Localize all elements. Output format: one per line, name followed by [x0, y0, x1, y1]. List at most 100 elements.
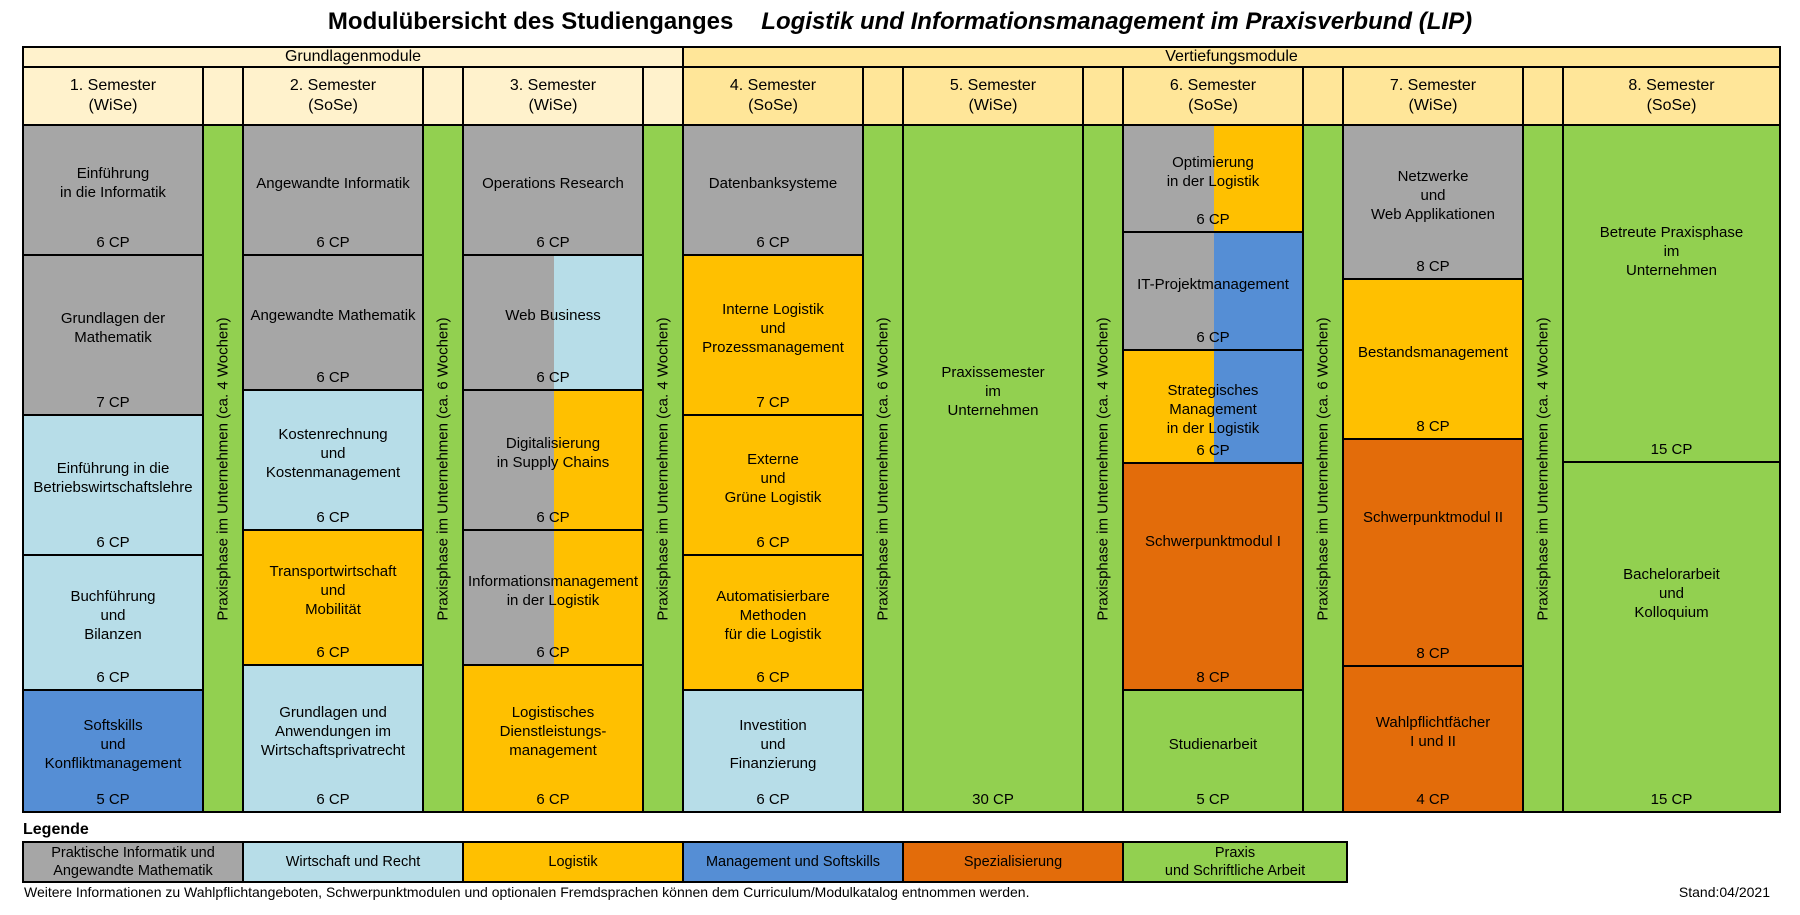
praxis-strip-6: Praxisphase im Unternehmen (ca. 6 Wochen… [1302, 124, 1344, 813]
praxis-strip-label: Praxisphase im Unternehmen (ca. 6 Wochen… [1314, 316, 1332, 621]
module-cp: 6 CP [316, 791, 350, 808]
module-cp: 6 CP [536, 509, 570, 526]
module-name: Operations Research [482, 174, 624, 192]
legend-title: Legende [23, 821, 89, 838]
module-2-2: Angewandte Mathematik 6 CP [242, 254, 424, 391]
group-header-vertiefung: Vertiefungsmodule [682, 46, 1781, 68]
module-name: Digitalisierung in Supply Chains [496, 435, 610, 471]
legend-item-lightblue: Wirtschaft und Recht [242, 841, 464, 883]
module-3-1: Operations Research 6 CP [462, 124, 644, 256]
module-name: Datenbanksysteme [708, 174, 838, 192]
module-cp: 6 CP [316, 369, 350, 386]
module-cp: 6 CP [316, 234, 350, 251]
module-name: Externe und Grüne Logistik [724, 450, 822, 506]
module-color-split [1214, 126, 1302, 231]
module-name: Studienarbeit [1168, 735, 1258, 753]
module-color-split [554, 256, 642, 389]
module-8-2: Bachelorarbeit und Kolloquium 15 CP [1562, 461, 1781, 813]
module-6-5: Studienarbeit 5 CP [1122, 689, 1304, 813]
praxis-strip-label: Praxisphase im Unternehmen (ca. 4 Wochen… [654, 316, 672, 621]
module-name: Bachelorarbeit und Kolloquium [1623, 566, 1720, 621]
praxis-strip-label: Praxisphase im Unternehmen (ca. 4 Wochen… [214, 316, 232, 621]
praxis-strip-label: Praxisphase im Unternehmen (ca. 4 Wochen… [1094, 316, 1112, 621]
module-3-4: Informationsmanagement in der Logistik 6 … [462, 529, 644, 666]
module-cp: 6 CP [96, 234, 130, 251]
praxis-strip-header-2 [422, 66, 464, 126]
group-header-grundlagen: Grundlagenmodule [22, 46, 684, 68]
module-name: IT-Projektmanagement [1137, 275, 1289, 293]
module-7-3: Schwerpunktmodul II 8 CP [1342, 438, 1524, 667]
praxis-strip-3: Praxisphase im Unternehmen (ca. 4 Wochen… [642, 124, 684, 813]
module-name: Softskills und Konfliktmanagement [44, 716, 182, 772]
module-name: Netzwerke und Web Applikationen [1371, 167, 1495, 223]
semester-header-6: 6. Semester (SoSe) [1122, 66, 1304, 126]
praxis-strip-label: Praxisphase im Unternehmen (ca. 6 Wochen… [434, 316, 452, 621]
module-cp: 6 CP [756, 234, 790, 251]
module-6-2: IT-Projektmanagement 6 CP [1122, 231, 1304, 351]
module-cp: 8 CP [1416, 645, 1450, 662]
title-program: Logistik und Informationsmanagement im P… [761, 8, 1473, 35]
praxis-strip-4: Praxisphase im Unternehmen (ca. 6 Wochen… [862, 124, 904, 813]
module-1-3: Einführung in die Betriebswirtschaftsleh… [22, 414, 204, 556]
module-cp: 6 CP [1196, 442, 1230, 459]
title-main: Modulübersicht des Studienganges [327, 8, 734, 35]
semester-header-5: 5. Semester (WiSe) [902, 66, 1084, 126]
praxis-strip-2: Praxisphase im Unternehmen (ca. 6 Wochen… [422, 124, 464, 813]
legend: Praktische Informatik und Angewandte Mat… [22, 841, 1374, 883]
module-cp: 6 CP [756, 791, 790, 808]
module-name: Grundlagen und Anwendungen im Wirtschaft… [260, 704, 406, 759]
module-cp: 8 CP [1416, 418, 1450, 435]
module-color-split [554, 531, 642, 664]
module-4-3: Externe und Grüne Logistik 6 CP [682, 414, 864, 556]
praxis-strip-label: Praxisphase im Unternehmen (ca. 6 Wochen… [874, 316, 892, 621]
module-6-1: Optimierung in der Logistik 6 CP [1122, 124, 1304, 233]
semester-header-1: 1. Semester (WiSe) [22, 66, 204, 126]
module-cp: 6 CP [96, 534, 130, 551]
module-cp: 15 CP [1650, 791, 1693, 808]
legend-item-gray: Praktische Informatik und Angewandte Mat… [22, 841, 244, 883]
module-name: Schwerpunktmodul I [1145, 533, 1281, 550]
praxis-strip-1: Praxisphase im Unternehmen (ca. 4 Wochen… [202, 124, 244, 813]
module-5-1: Praxissemester im Unternehmen 30 CP [902, 124, 1084, 813]
module-3-5: Logistisches Dienstleistungs- management… [462, 664, 644, 813]
praxis-strip-header-3 [642, 66, 684, 126]
semester-header-2: 2. Semester (SoSe) [242, 66, 424, 126]
module-cp: 6 CP [536, 234, 570, 251]
module-name: Automatisierbare Methoden für die Logist… [716, 588, 830, 643]
module-4-5: Investition und Finanzierung 6 CP [682, 689, 864, 813]
module-7-1: Netzwerke und Web Applikationen 8 CP [1342, 124, 1524, 280]
module-name: Transportwirtschaft und Mobilität [269, 563, 397, 618]
module-1-5: Softskills und Konfliktmanagement 5 CP [22, 689, 204, 813]
module-name: Grundlagen der Mathematik [60, 310, 166, 346]
module-name: Interne Logistik und Prozessmanagement [702, 300, 844, 356]
module-name: Angewandte Informatik [256, 174, 410, 192]
praxis-strip-5: Praxisphase im Unternehmen (ca. 4 Wochen… [1082, 124, 1124, 813]
module-cp: 6 CP [1196, 211, 1230, 228]
module-name: Einführung in die Informatik [60, 165, 166, 201]
module-name: Optimierung in der Logistik [1166, 153, 1260, 190]
module-cp: 6 CP [536, 791, 570, 808]
praxis-strip-7: Praxisphase im Unternehmen (ca. 4 Wochen… [1522, 124, 1564, 813]
module-name: Wahlpflichtfächer I und II [1375, 714, 1491, 750]
module-cp: 6 CP [1196, 329, 1230, 346]
module-name: Einführung in die Betriebswirtschaftsleh… [33, 460, 193, 496]
legend-item-orange: Logistik [462, 841, 684, 883]
module-cp: 6 CP [316, 644, 350, 661]
module-name: Betreute Praxisphase im Unternehmen [1599, 223, 1744, 279]
module-6-4: Schwerpunktmodul I 8 CP [1122, 462, 1304, 691]
module-4-1: Datenbanksysteme 6 CP [682, 124, 864, 256]
module-color-split [1214, 351, 1302, 462]
module-cp: 6 CP [756, 534, 790, 551]
praxis-strip-header-7 [1522, 66, 1564, 126]
module-grid: Grundlagenmodule Vertiefungsmodule 1. Seme… [22, 46, 1781, 813]
module-3-3: Digitalisierung in Supply Chains 6 CP [462, 389, 644, 531]
module-cp: 15 CP [1650, 441, 1693, 458]
module-4-2: Interne Logistik und Prozessmanagement 7 … [682, 254, 864, 416]
semester-header-4: 4. Semester (SoSe) [682, 66, 864, 126]
module-name: Bestandsmanagement [1357, 343, 1509, 361]
module-2-5: Grundlagen und Anwendungen im Wirtschaft… [242, 664, 424, 813]
legend-item-blue: Management und Softskills [682, 841, 904, 883]
module-color-split [1214, 233, 1302, 349]
legend-item-darkorange: Spezialisierung [902, 841, 1124, 883]
module-7-2: Bestandsmanagement 8 CP [1342, 278, 1524, 440]
